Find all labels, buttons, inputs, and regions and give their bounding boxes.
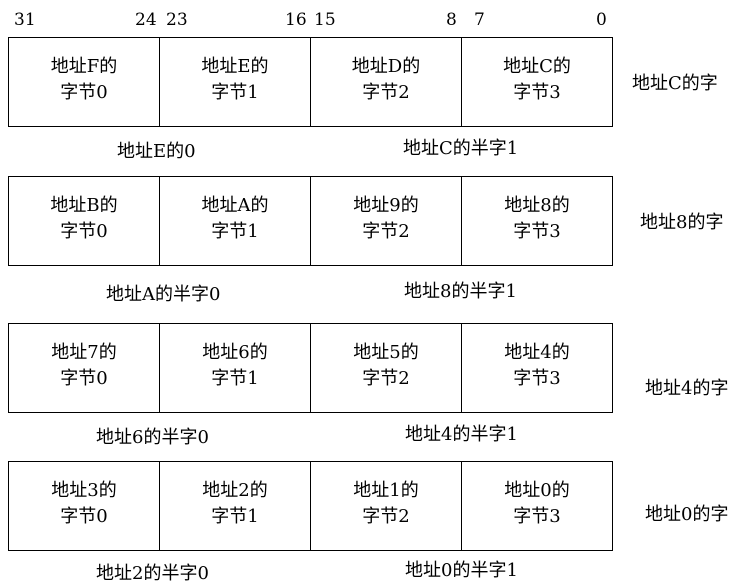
- word-label: 地址C的字: [632, 73, 718, 94]
- byte-index-label: 字节1: [211, 221, 259, 242]
- byte-cell: 地址3的字节0: [8, 461, 160, 551]
- byte-cell: 地址D的字节2: [310, 37, 462, 127]
- halfword-label-right: 地址0的半字1: [405, 560, 518, 581]
- byte-address-label: 地址8的: [504, 195, 570, 216]
- byte-cell: 地址B的字节0: [8, 176, 160, 266]
- byte-address-label: 地址F的: [50, 56, 118, 77]
- byte-address-label: 地址3的: [51, 480, 117, 501]
- bit-number-15: 15: [314, 10, 336, 30]
- byte-index-label: 字节3: [513, 506, 561, 527]
- word-label: 地址0的字: [645, 504, 729, 525]
- memory-word-row: 地址7的字节0 地址6的字节1 地址5的字节2 地址4的字节3: [8, 323, 614, 413]
- byte-address-label: 地址6的: [202, 342, 268, 363]
- byte-index-label: 字节3: [513, 368, 561, 389]
- memory-word-row: 地址B的字节0 地址A的字节1 地址9的字节2 地址8的字节3: [8, 176, 614, 266]
- byte-address-label: 地址D的: [351, 56, 421, 77]
- byte-index-label: 字节1: [211, 368, 259, 389]
- byte-cell: 地址8的字节3: [461, 176, 613, 266]
- bit-number-23: 23: [166, 10, 188, 30]
- byte-address-label: 地址B的: [50, 195, 118, 216]
- bit-number-24: 24: [135, 10, 157, 30]
- byte-cell: 地址9的字节2: [310, 176, 462, 266]
- byte-cell: 地址2的字节1: [159, 461, 311, 551]
- memory-word-row: 地址3的字节0 地址2的字节1 地址1的字节2 地址0的字节3: [8, 461, 614, 551]
- halfword-label-right: 地址8的半字1: [404, 281, 517, 302]
- halfword-label-left: 地址A的半字0: [106, 284, 221, 305]
- byte-cell: 地址C的字节3: [461, 37, 613, 127]
- byte-address-label: 地址1的: [353, 480, 419, 501]
- byte-address-label: 地址C的: [503, 56, 571, 77]
- byte-index-label: 字节2: [362, 82, 410, 103]
- byte-index-label: 字节0: [60, 82, 108, 103]
- byte-cell: 地址F的字节0: [8, 37, 160, 127]
- byte-index-label: 字节0: [60, 368, 108, 389]
- halfword-label-right: 地址C的半字1: [403, 138, 519, 159]
- byte-address-label: 地址0的: [504, 480, 570, 501]
- byte-cell: 地址5的字节2: [310, 323, 462, 413]
- byte-cell: 地址0的字节3: [461, 461, 613, 551]
- bit-number-8: 8: [446, 10, 457, 30]
- byte-address-label: 地址5的: [353, 342, 419, 363]
- byte-address-label: 地址7的: [51, 342, 117, 363]
- byte-index-label: 字节2: [362, 506, 410, 527]
- memory-word-row: 地址F的字节0 地址E的字节1 地址D的字节2 地址C的字节3: [8, 37, 614, 127]
- byte-cell: 地址A的字节1: [159, 176, 311, 266]
- bit-number-31: 31: [14, 10, 36, 30]
- byte-index-label: 字节3: [513, 82, 561, 103]
- byte-index-label: 字节2: [362, 368, 410, 389]
- halfword-label-left: 地址E的0: [117, 141, 196, 162]
- byte-cell: 地址4的字节3: [461, 323, 613, 413]
- byte-cell: 地址E的字节1: [159, 37, 311, 127]
- byte-index-label: 字节0: [60, 506, 108, 527]
- byte-index-label: 字节3: [513, 221, 561, 242]
- bit-number-16: 16: [285, 10, 307, 30]
- halfword-label-left: 地址2的半字0: [96, 563, 209, 584]
- byte-address-label: 地址4的: [504, 342, 570, 363]
- byte-address-label: 地址2的: [202, 480, 268, 501]
- byte-index-label: 字节1: [211, 82, 259, 103]
- word-label: 地址4的字: [645, 378, 729, 399]
- byte-address-label: 地址9的: [353, 195, 419, 216]
- byte-cell: 地址7的字节0: [8, 323, 160, 413]
- byte-index-label: 字节0: [60, 221, 108, 242]
- byte-address-label: 地址E的: [201, 56, 269, 77]
- byte-address-label: 地址A的: [201, 195, 269, 216]
- byte-cell: 地址1的字节2: [310, 461, 462, 551]
- bit-number-0: 0: [596, 10, 607, 30]
- byte-cell: 地址6的字节1: [159, 323, 311, 413]
- word-label: 地址8的字: [640, 212, 724, 233]
- halfword-label-left: 地址6的半字0: [96, 427, 209, 448]
- bit-number-7: 7: [474, 10, 485, 30]
- byte-index-label: 字节2: [362, 221, 410, 242]
- byte-index-label: 字节1: [211, 506, 259, 527]
- halfword-label-right: 地址4的半字1: [405, 424, 518, 445]
